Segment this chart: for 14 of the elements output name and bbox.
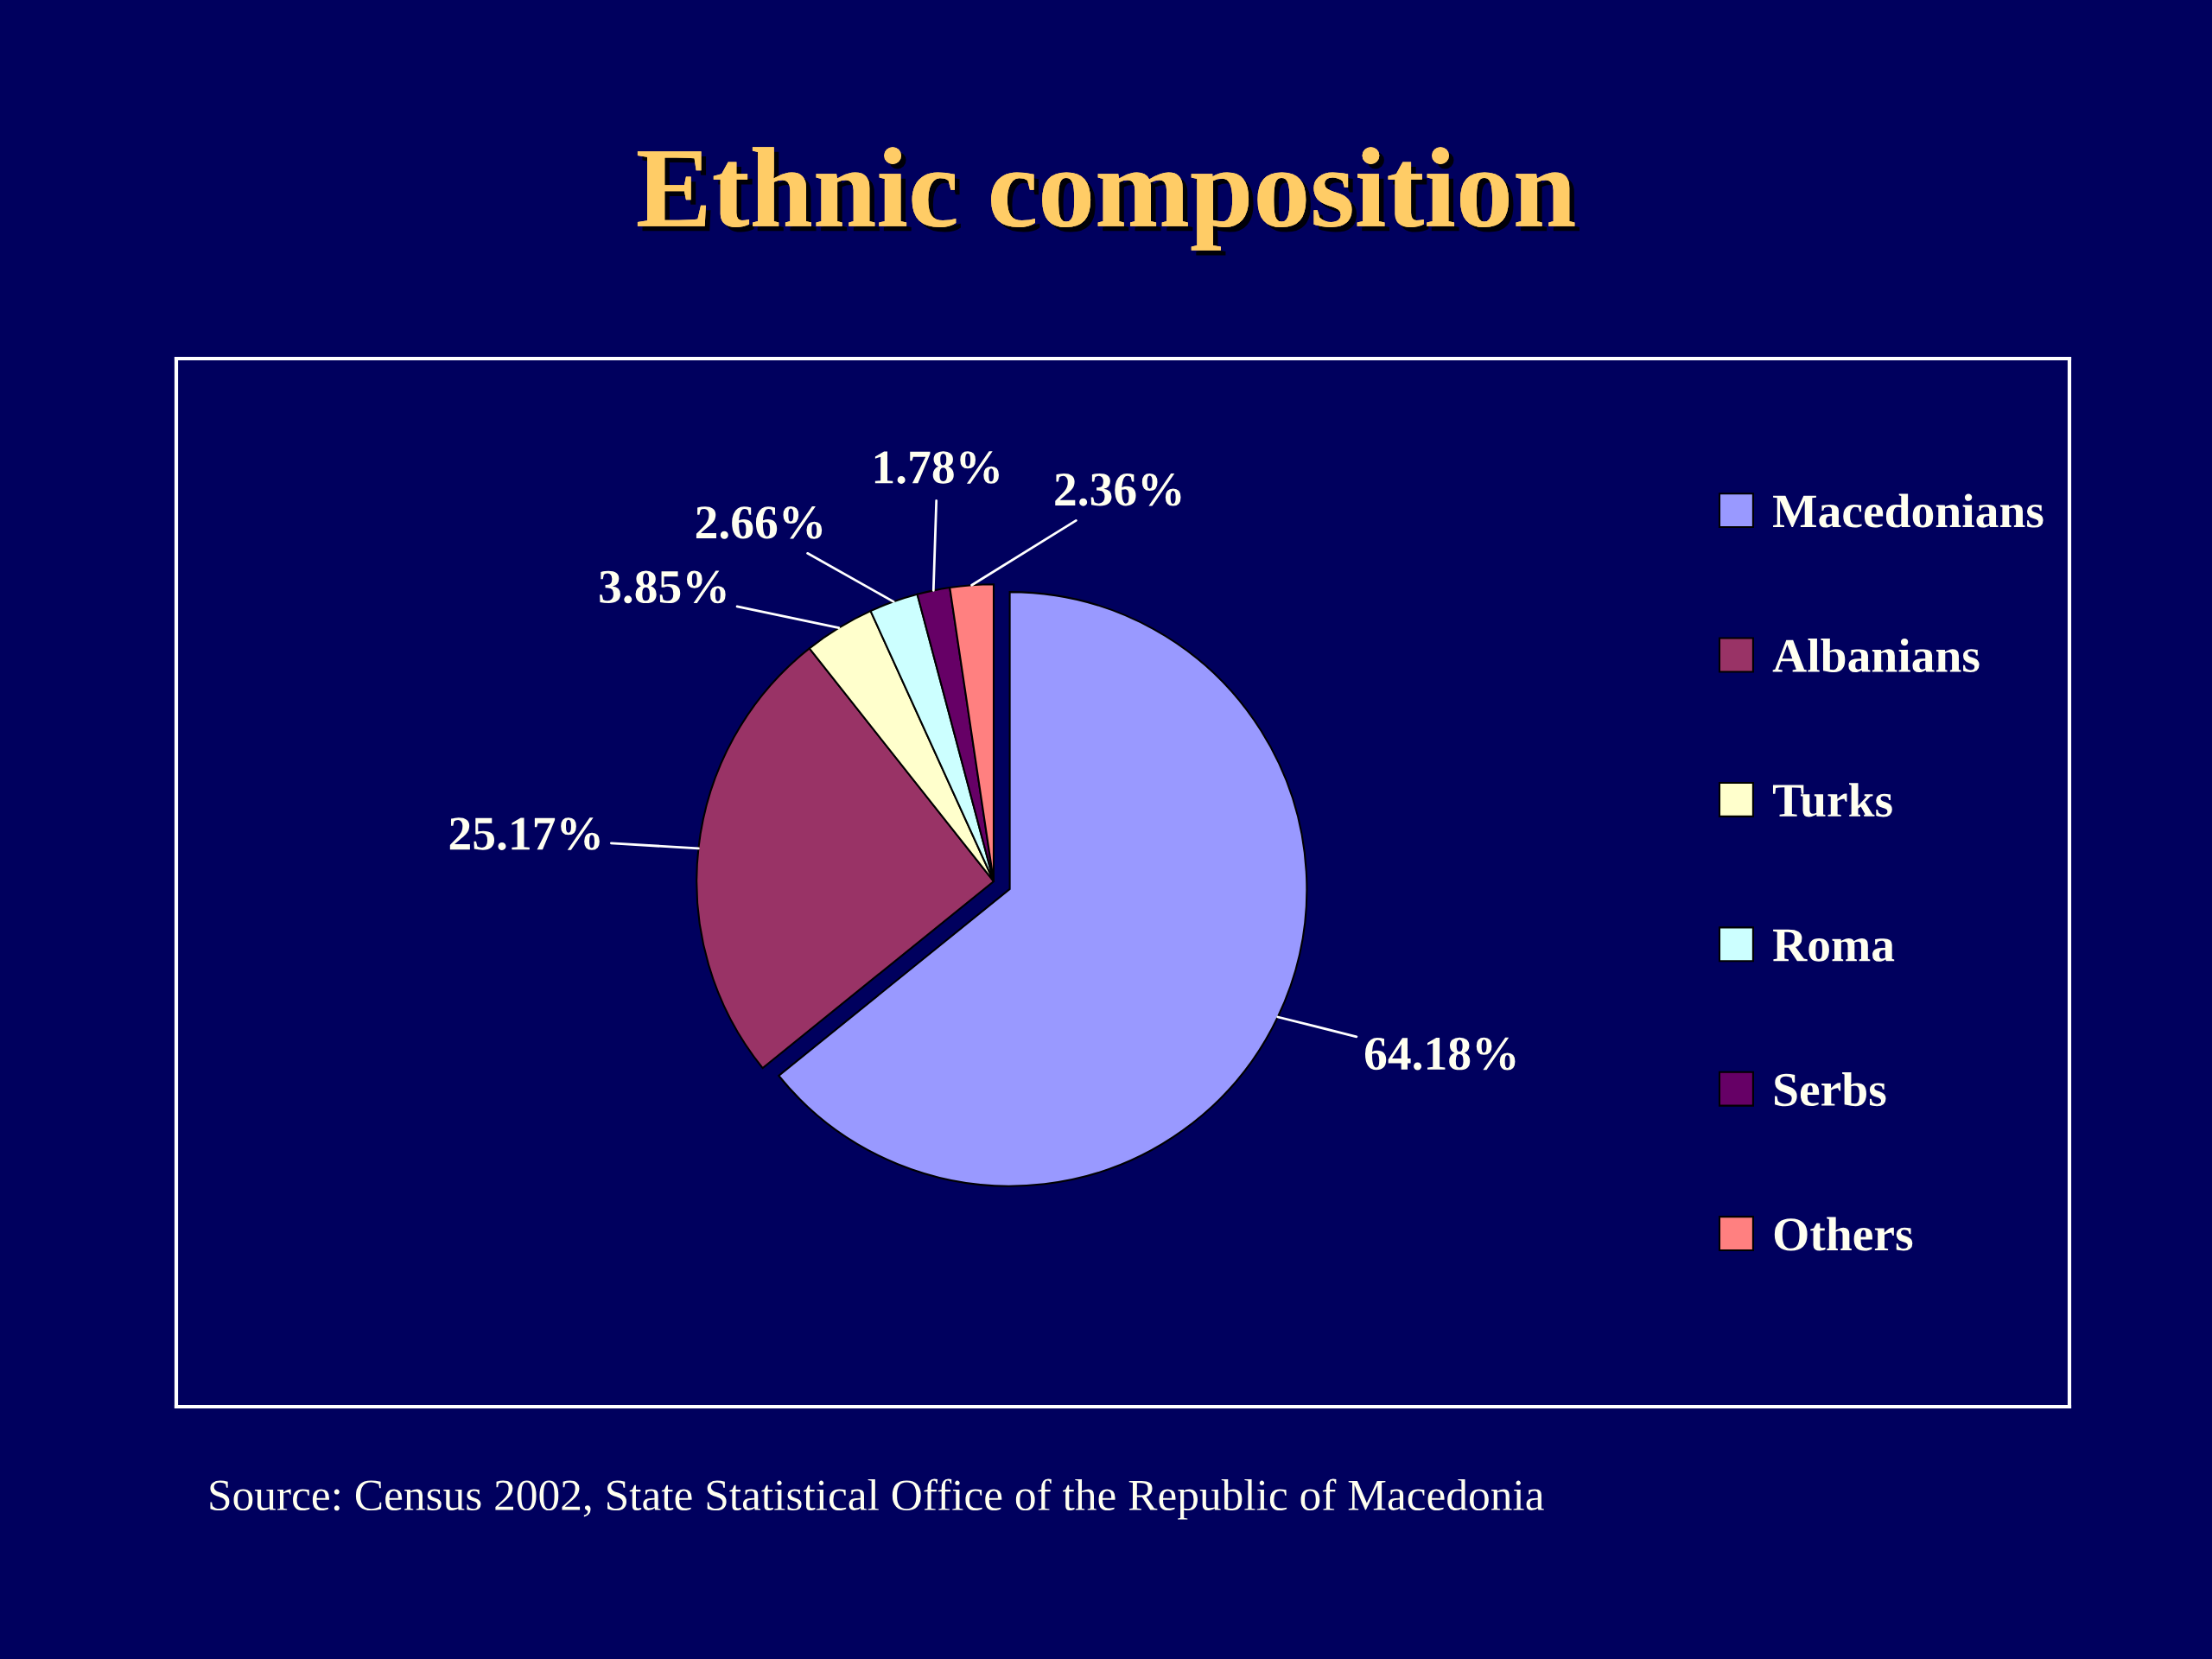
legend-label: Others xyxy=(1774,1217,1913,1251)
legend-label: Macedonians xyxy=(1773,493,2044,528)
source-note: Source: Census 2002, State Statistical Office of the Republic of Macedonia xyxy=(210,1478,1544,1520)
legend-label: Turks xyxy=(1772,783,1892,817)
data-label: 25.17% xyxy=(449,817,600,850)
legend-label: Serbs xyxy=(1775,1072,1886,1107)
chart-title: Ethnic composition xyxy=(637,147,1580,256)
data-label: 3.85% xyxy=(600,570,726,604)
data-label: 2.36% xyxy=(1055,473,1181,506)
legend-label: Roma xyxy=(1773,929,1895,962)
data-label: 2.66% xyxy=(696,506,823,539)
data-label: 1.78% xyxy=(874,451,999,484)
data-label: 64.18% xyxy=(1364,1037,1516,1071)
legend-label: Albanians xyxy=(1772,638,1980,672)
